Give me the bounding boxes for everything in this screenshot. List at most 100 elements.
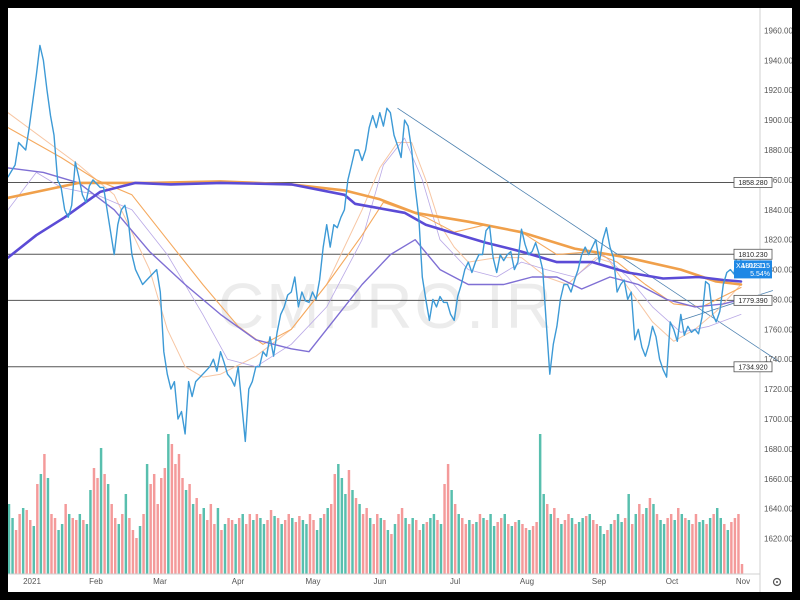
volume-bar — [46, 478, 50, 574]
volume-bar — [701, 520, 705, 574]
y-tick-label: 1760.000 — [764, 325, 792, 334]
volume-bar — [652, 504, 655, 574]
price-line — [8, 44, 742, 443]
level-badge — [733, 177, 773, 188]
volume-bar — [425, 522, 429, 574]
volume-bar — [294, 522, 298, 574]
volume-bar — [446, 464, 450, 574]
volume-bar — [464, 524, 468, 574]
volume-bar — [577, 522, 581, 574]
volume-bar — [510, 526, 514, 574]
volume-bar — [25, 510, 28, 574]
volume-bar — [414, 520, 418, 574]
volume-bar — [723, 524, 726, 574]
volume-bar — [121, 514, 124, 574]
volume-bar — [397, 514, 400, 574]
volume-bar — [514, 522, 517, 574]
volume-bar — [18, 514, 21, 574]
y-tick-label: 1820.000 — [764, 236, 792, 245]
volume-bar — [691, 524, 694, 574]
volume-bar — [60, 524, 64, 574]
y-tick-label: 1780.000 — [764, 295, 792, 304]
volume-bar — [400, 508, 404, 574]
volume-bar — [36, 484, 39, 574]
watermark: CMPRO.IR — [218, 270, 554, 342]
x-tick-label: Jul — [450, 577, 460, 586]
volume-bar — [259, 518, 262, 574]
y-tick-label: 1680.000 — [764, 445, 792, 454]
volume-bar — [53, 518, 57, 574]
volume-bar — [638, 504, 641, 574]
volume-bar — [315, 530, 319, 574]
volume-bar — [340, 478, 344, 574]
volume-bar — [680, 514, 684, 574]
volume-bar — [418, 530, 421, 574]
volume-bar — [383, 520, 386, 574]
volume-bar — [471, 524, 475, 574]
volume-bar — [737, 514, 740, 574]
ma-purple-thick-line — [8, 181, 743, 283]
volume-bar — [266, 520, 269, 574]
volume-bar — [71, 518, 74, 574]
volume-bar — [623, 518, 627, 574]
volume-bar — [82, 520, 85, 574]
level-badge — [733, 294, 773, 306]
volume-bar — [287, 514, 290, 574]
level-badge-label: 1858.280 — [738, 180, 767, 187]
volume-bar — [726, 530, 730, 574]
horizontal-levels — [8, 181, 760, 368]
volume-bar — [216, 508, 220, 574]
volume-bar — [237, 518, 241, 574]
volume-bar — [241, 514, 244, 574]
volume-bar — [730, 522, 733, 574]
volume-bar — [546, 504, 549, 574]
settings-button[interactable] — [772, 577, 782, 587]
volume-bar — [213, 524, 216, 574]
y-tick-label: 1620.000 — [764, 535, 792, 544]
volume-bar — [528, 530, 531, 574]
volume-bar — [99, 448, 103, 574]
volume-bar — [276, 518, 280, 574]
price-series — [8, 44, 742, 443]
volume-bar — [110, 504, 113, 574]
volume-bar — [177, 454, 181, 574]
volume-bar — [351, 490, 354, 574]
x-tick-label: 2021 — [23, 577, 41, 586]
volume-bar — [113, 518, 117, 574]
last-price-value: 1802.115 — [741, 263, 770, 270]
volume-bar — [11, 518, 14, 574]
last-price-change: 5.54% — [750, 271, 770, 278]
volume-bar — [376, 514, 379, 574]
volume-bar — [202, 508, 205, 574]
volume-bar — [124, 494, 128, 574]
moving-averages — [8, 112, 743, 378]
chart-frame: CMPRO.IR 1960.000 1940.000 1920.000 1900.00… — [8, 8, 792, 592]
x-tick-label: Apr — [232, 577, 245, 586]
volume-bar — [230, 520, 234, 574]
volume-bar — [96, 478, 99, 574]
volume-bar — [319, 518, 322, 574]
volume-bar — [43, 454, 46, 574]
volume-bar — [386, 530, 390, 574]
volume-bar — [39, 474, 43, 574]
y-tick-label: 1840.000 — [764, 206, 792, 215]
volume-bar — [570, 518, 574, 574]
volume-bar — [436, 520, 439, 574]
volume-bar — [443, 484, 446, 574]
volume-bar — [478, 514, 482, 574]
volume-bar — [8, 504, 11, 574]
x-axis: 2021 Feb Mar Apr May Jun Jul Aug Sep Oct Nov — [23, 577, 750, 586]
volume-bar — [390, 534, 393, 574]
x-tick-label: Feb — [89, 577, 103, 586]
volume-bar — [142, 514, 145, 574]
volume-bar — [553, 508, 556, 574]
volume-bar — [135, 538, 138, 574]
level-badge — [733, 361, 773, 373]
volume-bar — [669, 514, 673, 574]
volume-bar — [503, 514, 506, 574]
x-tick-label: Sep — [592, 577, 607, 586]
volume-bar — [492, 526, 496, 574]
volume-bar — [160, 478, 163, 574]
volume-bar — [92, 468, 96, 574]
volume-bar — [227, 518, 230, 574]
